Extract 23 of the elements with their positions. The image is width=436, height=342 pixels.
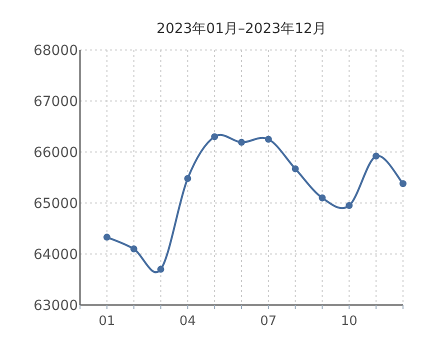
- point: [400, 180, 406, 188]
- y-tick-label: 68000: [33, 43, 78, 59]
- x-tick-label: 01: [98, 314, 116, 329]
- y-tick-label: 66000: [33, 145, 78, 161]
- y-tick-label: 65000: [33, 196, 78, 212]
- point: [264, 136, 272, 143]
- y-tick-label: 64000: [33, 247, 78, 263]
- x-tick-label: 04: [179, 314, 196, 329]
- point: [372, 152, 380, 160]
- point: [346, 202, 353, 210]
- x-tick-label: 10: [340, 314, 358, 329]
- point: [130, 245, 138, 252]
- x-tick-label: 07: [260, 314, 277, 329]
- y-tick-label: 63000: [33, 298, 78, 314]
- point: [238, 138, 245, 146]
- point: [211, 133, 218, 140]
- y-tick-label: 67000: [33, 94, 78, 110]
- point: [292, 165, 299, 172]
- point: [184, 175, 192, 182]
- point: [318, 194, 326, 202]
- chart-title: 2023年01月–2023年12月: [156, 21, 326, 37]
- point: [103, 234, 110, 241]
- point: [157, 266, 164, 273]
